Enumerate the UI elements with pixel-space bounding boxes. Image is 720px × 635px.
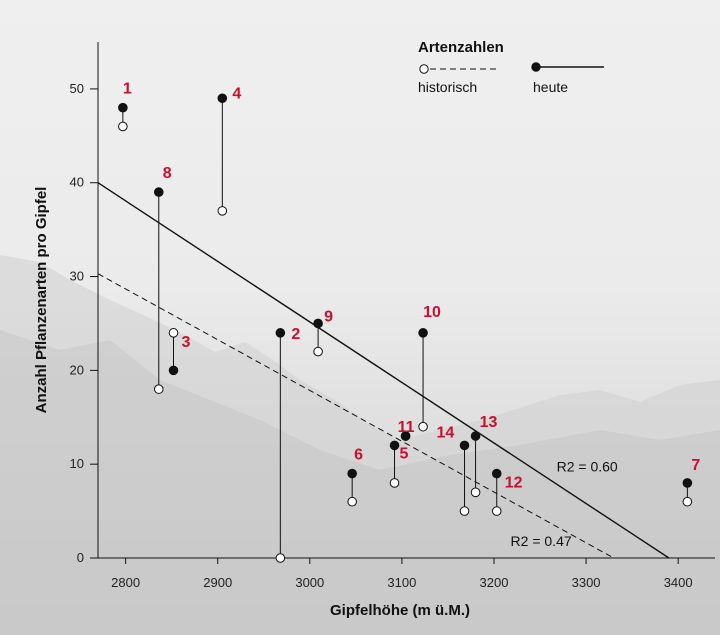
today-point (491, 468, 502, 479)
x-tick-label: 3400 (664, 575, 693, 590)
historic-point (168, 328, 179, 338)
peak-label: 4 (232, 85, 241, 102)
legend-historic-label: historisch (418, 79, 477, 95)
peak-label: 2 (291, 326, 300, 343)
mountain-silhouette (0, 255, 720, 635)
x-tick-label: 3000 (295, 575, 324, 590)
historic-point (217, 206, 228, 216)
historic-point (313, 346, 323, 357)
y-tick-label: 40 (70, 175, 84, 190)
today-point (118, 102, 128, 113)
historic-point (275, 553, 286, 563)
y-tick-label: 20 (70, 362, 84, 377)
y-tick-label: 0 (77, 550, 84, 565)
today-point (313, 318, 323, 329)
x-tick-label: 3100 (387, 575, 416, 590)
y-tick-label: 30 (70, 269, 84, 284)
today-point (217, 93, 228, 104)
peak-label: 12 (505, 475, 523, 492)
historic-point (389, 478, 400, 488)
historic-point (418, 421, 428, 432)
peak-label: 6 (354, 447, 363, 464)
today-point (168, 365, 179, 376)
historic-point (470, 487, 481, 498)
today-point (389, 440, 400, 451)
peak-label: 5 (400, 445, 409, 462)
today-point (400, 431, 411, 441)
legend-today-marker (531, 62, 541, 72)
y-tick-label: 10 (70, 456, 84, 471)
peak-label: 14 (437, 424, 455, 441)
today-point (347, 468, 357, 479)
legend-title: Artenzahlen (418, 39, 504, 56)
y-tick-label: 50 (70, 81, 84, 96)
legend: Artenzahlen historisch heute (418, 39, 604, 95)
regression-label-historic: R2 = 0.47 (511, 533, 572, 549)
regression-line-historic (97, 273, 614, 559)
historic-point (118, 121, 128, 132)
peak-label: 1 (123, 81, 132, 98)
x-tick-label: 3200 (480, 575, 509, 590)
x-tick-label: 3300 (572, 575, 601, 590)
historic-point (491, 506, 502, 516)
regression-line-today (97, 182, 670, 559)
mountain-silhouette-ridge (0, 330, 720, 635)
peak-label: 3 (182, 334, 191, 351)
peak-label: 7 (691, 457, 700, 474)
today-point (418, 328, 428, 338)
x-tick-label: 2800 (111, 575, 140, 590)
today-point (459, 440, 470, 451)
x-tick-label: 2900 (203, 575, 232, 590)
historic-point (347, 496, 357, 507)
historic-point (459, 506, 470, 516)
today-point (275, 328, 286, 338)
regression-label-today: R2 = 0.60 (557, 459, 618, 475)
y-axis-title: Anzahl Pflanzenarten pro Gipfel (33, 187, 50, 414)
legend-historic-marker (419, 64, 429, 74)
peak-label: 9 (324, 308, 333, 325)
x-axis-title: Gipfelhöhe (m ü.M.) (330, 602, 470, 619)
historic-point (682, 496, 693, 507)
peak-label: 10 (423, 304, 441, 321)
peak-label: 13 (480, 414, 498, 431)
today-point (682, 478, 693, 488)
today-point (153, 187, 164, 197)
legend-today-label: heute (533, 79, 568, 95)
today-point (470, 431, 481, 441)
peak-label: 11 (398, 419, 415, 436)
peak-label: 8 (163, 165, 172, 182)
historic-point (153, 384, 164, 394)
